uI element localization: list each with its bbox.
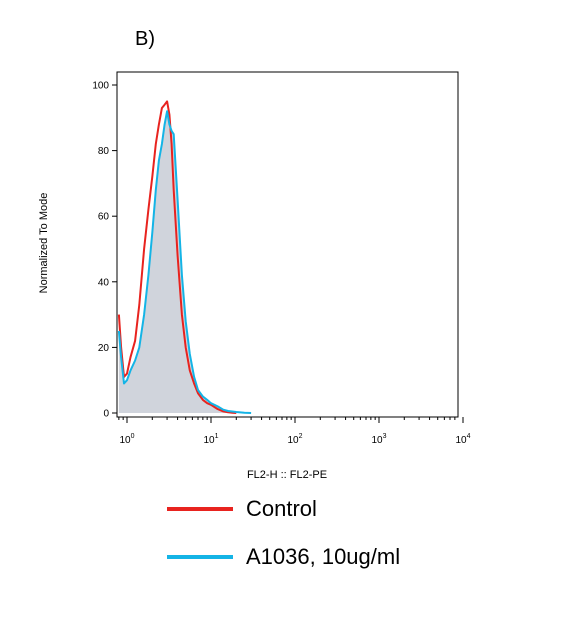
x-tick-label: 101 [203,433,218,446]
series-fill-treated [118,111,252,413]
x-tick-label: 104 [455,433,470,446]
legend-label-treated: A1036, 10ug/ml [246,544,400,569]
series-layer [117,100,252,414]
ticks-layer: 0 20 40 60 80 100 100 101 102 103 104 [92,81,470,447]
panel-label: B) [135,28,155,50]
axes-layer [116,71,459,418]
y-tick-label: 0 [103,409,109,420]
legend-label-control: Control [246,496,317,521]
y-tick-label: 100 [92,81,109,92]
x-tick-label: 100 [119,433,134,446]
y-tick-label: 60 [98,212,110,223]
y-tick-label: 40 [98,277,110,288]
legend: Control A1036, 10ug/ml [167,496,400,569]
x-axis-title: FL2-H :: FL2-PE [247,469,327,481]
y-axis-title: Normalized To Mode [38,193,50,294]
y-tick-label: 80 [98,146,110,157]
x-tick-label: 102 [287,433,302,446]
plot-frame [116,71,459,418]
y-tick-label: 20 [98,343,110,354]
x-tick-label: 103 [371,433,386,446]
series-line-treated [117,110,252,414]
